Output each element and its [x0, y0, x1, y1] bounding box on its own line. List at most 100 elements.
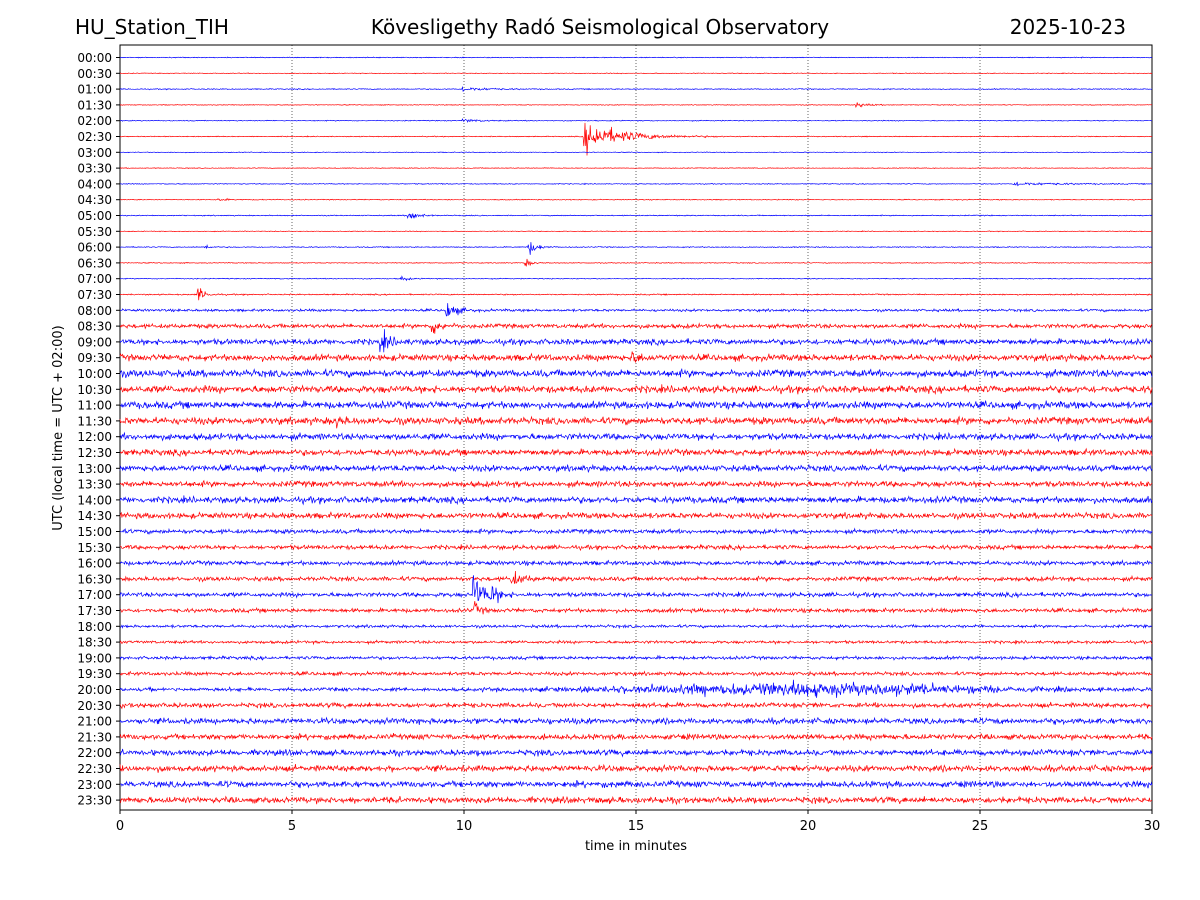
row-label: 13:30 [77, 478, 112, 492]
row-label: 22:00 [77, 746, 112, 760]
row-label: 23:00 [77, 778, 112, 792]
row-label: 10:30 [77, 383, 112, 397]
trace-line [119, 639, 1153, 646]
trace-line [119, 679, 1153, 698]
trace-line [119, 351, 1153, 364]
row-label: 12:00 [77, 430, 112, 444]
row-label: 20:00 [77, 683, 112, 697]
row-label: 12:30 [77, 446, 112, 460]
trace-line [119, 151, 1152, 154]
row-label: 03:30 [77, 162, 112, 176]
row-label: 16:30 [77, 572, 112, 586]
trace-line [119, 463, 1153, 474]
row-label: 11:00 [77, 399, 112, 413]
row-label: 19:00 [77, 651, 112, 665]
trace-line [119, 322, 1153, 334]
row-label: 00:00 [77, 51, 112, 65]
row-label: 11:30 [77, 414, 112, 428]
row-label: 09:00 [77, 335, 112, 349]
row-label: 04:30 [77, 193, 112, 207]
x-tick-label: 15 [628, 819, 645, 834]
trace-line [119, 288, 1153, 301]
row-label: 07:30 [77, 288, 112, 302]
trace-line [119, 367, 1153, 379]
trace-line [119, 543, 1153, 552]
x-axis-label: time in minutes [585, 839, 687, 854]
row-label: 23:30 [77, 794, 112, 808]
row-label: 18:30 [77, 636, 112, 650]
x-tick-label: 0 [116, 819, 124, 834]
trace-line [119, 670, 1153, 677]
trace-line [119, 716, 1153, 726]
trace-line [119, 795, 1153, 806]
row-label: 22:30 [77, 762, 112, 776]
trace-line [119, 181, 1153, 187]
trace-line [119, 384, 1153, 395]
trace-line [119, 230, 1153, 233]
trace-line [119, 72, 1153, 75]
row-label: 01:00 [77, 83, 112, 97]
row-label: 09:30 [77, 351, 112, 365]
row-label: 15:00 [77, 525, 112, 539]
row-label: 02:30 [77, 130, 112, 144]
traces [119, 56, 1153, 806]
trace-line [119, 242, 1153, 255]
station-title: HU_Station_TIH [75, 15, 229, 39]
row-label: 14:00 [77, 493, 112, 507]
y-axis-label: UTC (local time = UTC + 02:00) [51, 325, 66, 530]
trace-line [120, 399, 1153, 411]
trace-line [119, 167, 1153, 170]
trace-line [120, 570, 1153, 584]
trace-line [119, 447, 1153, 458]
trace-line [119, 197, 1153, 202]
trace-line [119, 763, 1153, 773]
trace-line [119, 118, 1153, 123]
trace-line [119, 122, 1153, 156]
x-tick-label: 10 [456, 819, 473, 834]
trace-line [119, 275, 1153, 282]
row-label: 10:00 [77, 367, 112, 381]
row-label: 00:30 [77, 67, 112, 81]
trace-line [119, 779, 1153, 789]
trace-line [119, 748, 1153, 758]
trace-line [119, 575, 1153, 604]
row-label: 18:00 [77, 620, 112, 634]
trace-line [119, 102, 1153, 108]
x-tick-label: 20 [800, 819, 817, 834]
row-label: 05:30 [77, 225, 112, 239]
x-ticks: 0 5 10 15 20 25 30 [116, 810, 1160, 834]
row-label: 03:00 [77, 146, 112, 160]
trace-line [119, 213, 1153, 219]
date-title: 2025-10-23 [1009, 15, 1126, 39]
row-label: 20:30 [77, 699, 112, 713]
row-label: 05:00 [77, 209, 112, 223]
trace-line [119, 56, 1153, 59]
trace-line [119, 701, 1153, 710]
row-label: 21:00 [77, 715, 112, 729]
trace-line [119, 431, 1153, 443]
row-label: 13:00 [77, 462, 112, 476]
row-label: 08:00 [77, 304, 112, 318]
row-label: 02:00 [77, 114, 112, 128]
row-label: 08:30 [77, 320, 112, 334]
row-label: 14:30 [77, 509, 112, 523]
x-tick-label: 5 [288, 819, 296, 834]
row-label: 06:30 [77, 256, 112, 270]
trace-line [119, 559, 1153, 567]
trace-line [119, 329, 1153, 353]
trace-line [120, 600, 1153, 615]
x-tick-label: 30 [1144, 819, 1161, 834]
trace-line [119, 654, 1153, 662]
row-label: 07:00 [77, 272, 112, 286]
row-label: 06:00 [77, 241, 112, 255]
trace-line [119, 415, 1153, 429]
trace-line [119, 527, 1153, 536]
observatory-title: Kövesligethy Radó Seismological Observat… [370, 15, 830, 39]
trace-line [119, 511, 1153, 521]
trace-line [119, 479, 1153, 489]
trace-line [119, 303, 1153, 317]
trace-line [119, 623, 1153, 630]
trace-line [119, 86, 1153, 93]
